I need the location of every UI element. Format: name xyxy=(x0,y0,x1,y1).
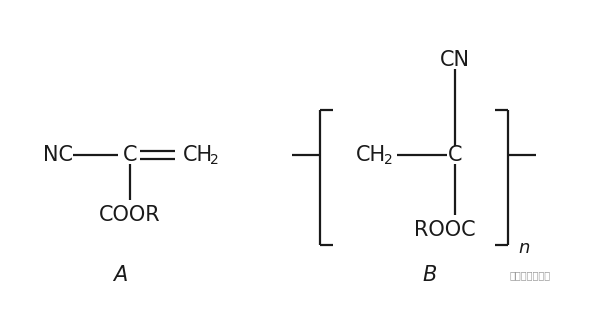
Text: 2: 2 xyxy=(384,153,393,167)
Text: CN: CN xyxy=(440,50,470,70)
Text: 2: 2 xyxy=(209,153,218,167)
Text: ROOC: ROOC xyxy=(414,220,476,240)
Text: A: A xyxy=(113,265,127,285)
Text: NC: NC xyxy=(43,145,73,165)
Text: COOR: COOR xyxy=(99,205,161,225)
Text: C: C xyxy=(448,145,462,165)
Text: CH: CH xyxy=(356,145,386,165)
Text: CH: CH xyxy=(183,145,213,165)
Text: B: B xyxy=(423,265,437,285)
Text: C: C xyxy=(123,145,137,165)
Text: 一起学统计工具: 一起学统计工具 xyxy=(509,270,551,280)
Text: n: n xyxy=(518,239,530,257)
